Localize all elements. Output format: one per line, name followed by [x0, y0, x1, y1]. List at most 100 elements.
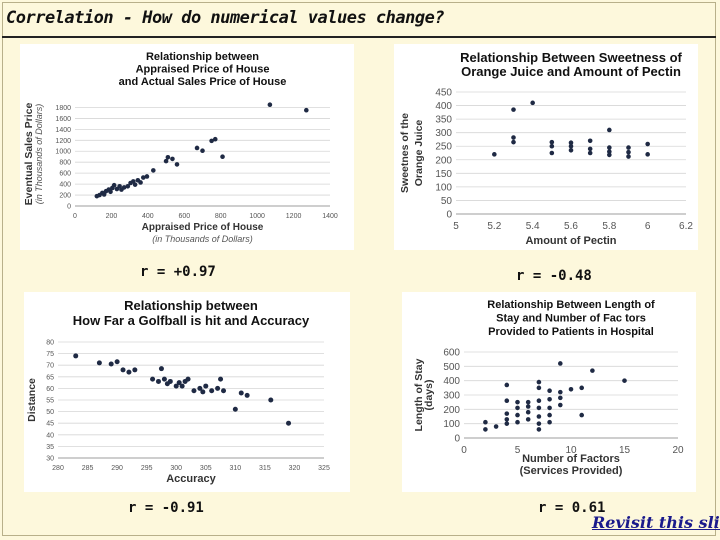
y-tick-label: 60: [46, 386, 54, 393]
data-point: [568, 147, 574, 153]
y-tick-label: 45: [46, 421, 54, 428]
data-point: [515, 405, 520, 411]
data-point: [200, 148, 205, 154]
y-tick-label: 300: [435, 128, 452, 139]
data-point: [150, 376, 156, 382]
data-point: [558, 402, 563, 408]
data-point: [483, 427, 488, 432]
x-tick-label: 5.8: [602, 221, 616, 232]
chart-title-line: Relationship Between Sweetness of: [460, 50, 682, 65]
x-tick-label: 5.4: [526, 221, 540, 232]
y-tick-label: 300: [443, 391, 460, 402]
y-tick-label: 200: [59, 193, 71, 200]
y-tick-label: 800: [59, 160, 71, 167]
chart-hospital-panel: Relationship Between Length of Stay and N…: [402, 292, 696, 492]
y-tick-label: 600: [59, 171, 71, 178]
chart-title-line: How Far a Golfball is hit and Accuracy: [73, 313, 310, 328]
x-tick-label: 310: [229, 465, 241, 472]
x-axis-label: Amount of Pectin: [525, 235, 616, 247]
chart-title-line: Relationship between: [146, 51, 259, 63]
x-tick-label: 0: [461, 445, 467, 456]
data-point: [587, 138, 593, 144]
x-tick-label: 285: [82, 465, 94, 472]
data-point: [590, 368, 595, 373]
chart-title-line: Appraised Price of House: [136, 64, 270, 76]
chart-title-line: Relationship between: [124, 298, 258, 313]
y-axis-label: Orange Juice: [413, 120, 425, 187]
x-tick-label: 1000: [249, 213, 265, 220]
data-point: [536, 398, 542, 404]
data-point: [536, 427, 542, 432]
chart-title-line: and Actual Sales Price of House: [119, 76, 287, 88]
data-point: [173, 383, 179, 389]
data-point: [483, 419, 488, 425]
x-tick-label: 305: [200, 465, 212, 472]
x-tick-label: 6: [645, 221, 651, 232]
data-point: [525, 409, 531, 415]
y-tick-label: 80: [46, 339, 54, 346]
data-point: [286, 420, 292, 426]
x-axis-label: Number of Factors: [522, 453, 620, 465]
y-tick-label: 450: [435, 88, 452, 99]
y-tick-label: 1000: [55, 149, 71, 156]
data-point: [587, 150, 593, 156]
revisit-slide-link[interactable]: Revisit this slide: [592, 513, 720, 532]
data-point: [138, 180, 143, 185]
data-point: [525, 399, 531, 405]
data-point: [536, 421, 542, 426]
y-tick-label: 1200: [55, 138, 71, 145]
chart-orange-juice-panel: Relationship Between Sweetness of Orange …: [394, 44, 698, 250]
chart-title-line: Provided to Patients in Hospital: [488, 326, 654, 338]
y-tick-label: 400: [443, 376, 460, 387]
data-point: [132, 367, 138, 373]
x-tick-label: 0: [73, 213, 77, 220]
y-tick-label: 75: [46, 351, 54, 358]
data-point: [515, 399, 520, 405]
data-point: [244, 392, 250, 398]
data-point: [268, 397, 274, 403]
data-point: [530, 100, 535, 106]
x-tick-label: 1400: [322, 213, 338, 220]
data-point: [547, 388, 552, 393]
x-tick-label: 295: [141, 465, 153, 472]
correlation-label-orange-juice: r = -0.48: [516, 268, 592, 284]
data-point: [536, 414, 542, 419]
data-point: [568, 143, 574, 149]
y-tick-label: 100: [443, 419, 460, 430]
data-point: [579, 385, 584, 391]
x-axis-label: Appraised Price of House: [142, 222, 264, 233]
y-tick-label: 70: [46, 363, 54, 370]
data-point: [536, 385, 542, 391]
x-tick-label: 10: [565, 445, 577, 456]
data-point: [158, 366, 164, 372]
data-point: [607, 127, 612, 133]
chart-title-line: Stay and Number of Fac tors: [496, 313, 646, 325]
data-point: [515, 412, 520, 418]
data-point: [221, 388, 227, 394]
data-point: [492, 152, 497, 157]
x-tick-label: 290: [111, 465, 123, 472]
data-point: [200, 389, 206, 395]
data-point: [125, 183, 131, 189]
y-tick-label: 400: [59, 182, 71, 189]
x-axis-label: (Services Provided): [520, 465, 623, 477]
data-point: [607, 149, 612, 154]
x-axis-sublabel: (in Thousands of Dollars): [152, 234, 253, 244]
y-tick-label: 500: [443, 362, 460, 373]
y-tick-label: 1800: [55, 105, 71, 112]
chart-house-price-panel: Relationship between Appraised Price of H…: [20, 44, 354, 250]
data-point: [151, 168, 156, 173]
data-point: [568, 140, 574, 145]
x-tick-label: 600: [178, 213, 190, 220]
y-tick-label: 30: [46, 455, 54, 462]
data-point: [73, 353, 79, 359]
x-tick-label: 15: [619, 445, 631, 456]
data-point: [194, 145, 200, 151]
data-point: [504, 417, 510, 422]
x-tick-label: 5: [453, 221, 459, 232]
y-axis-label: Sweetnes of the: [399, 113, 411, 193]
data-point: [547, 397, 552, 402]
data-point: [622, 378, 627, 383]
data-point: [549, 139, 555, 145]
